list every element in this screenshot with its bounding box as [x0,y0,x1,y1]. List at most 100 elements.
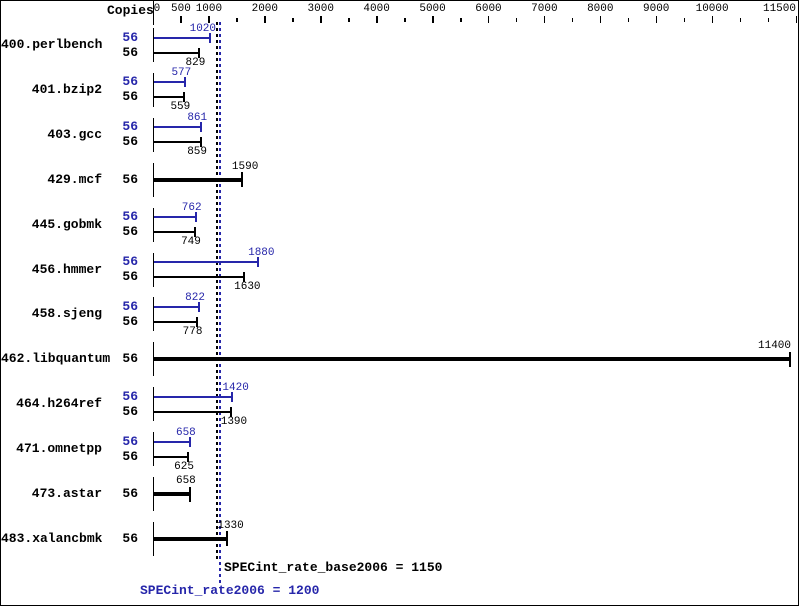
axis-tick-label: 3000 [307,3,334,15]
axis-minor-tick [292,18,294,22]
single-value-label: 1330 [217,519,244,532]
group-bracket [153,477,154,511]
group-bracket [153,117,154,152]
peak-summary-label: SPECint_rate2006 = 1200 [140,583,320,598]
copies-value: 56 [122,298,138,314]
single-bar [154,492,190,496]
peak-value-label: 861 [187,112,208,125]
group-bracket [153,252,154,287]
benchmark-label: 403.gcc [47,126,102,142]
base-value-label: 1390 [220,415,248,428]
copies-value: 56 [122,403,138,419]
copies-value: 56 [122,433,138,449]
axis-major-tick [795,16,797,23]
peak-bar [154,261,259,263]
copies-value: 56 [122,134,138,150]
peak-bar [154,216,196,219]
axis-minor-tick [404,18,406,22]
axis-major-tick [320,16,322,23]
peak-value-label: 658 [175,426,196,439]
bar-endcap [209,32,212,43]
bar-endcap [194,212,197,223]
axis-major-tick [180,16,182,23]
base-reference-line [216,22,219,559]
copies-column-header: Copies [107,3,154,18]
benchmark-label: 458.sjeng [31,306,102,322]
axis-tick-label: 11500 [762,3,796,15]
base-value-label: 1630 [234,281,261,293]
axis-line [153,1,154,25]
group-bracket [153,162,154,197]
axis-tick-label: 6000 [475,3,502,15]
axis-minor-tick [460,18,462,22]
bar-endcap [200,122,203,133]
axis-tick-label: 500 [171,3,191,15]
copies-value: 56 [122,74,138,90]
base-value-label: 778 [182,325,203,338]
copies-value: 56 [122,388,138,404]
axis-tick-label: 2000 [251,3,279,15]
axis-minor-tick [739,18,742,22]
group-bracket [153,432,154,467]
axis-major-tick [264,16,266,23]
single-value-label: 658 [175,475,196,487]
base-bar [154,455,188,458]
copies-value: 56 [122,119,138,135]
group-bracket [153,28,154,62]
group-bracket [153,207,154,242]
base-value-label: 559 [170,101,191,114]
bar-endcap [188,486,191,502]
copies-value: 56 [122,209,138,225]
axis-tick-label: 1000 [195,3,223,15]
single-bar [154,536,228,541]
peak-value-label: 1880 [248,247,275,259]
base-bar [154,231,195,234]
axis-tick-label: 8000 [587,3,614,15]
bar-endcap [195,316,198,327]
benchmark-label: 445.gobmk [31,216,102,232]
bar-endcap [226,531,229,547]
axis-tick-label: 7000 [531,3,558,15]
peak-value-label: 822 [185,291,205,304]
bar-endcap [229,406,232,417]
benchmark-label: 429.mcf [47,171,102,187]
bar-endcap [200,137,203,148]
peak-bar [154,81,186,84]
base-bar [154,51,200,54]
bar-endcap [188,436,191,447]
axis-tick-label: 9000 [643,3,670,15]
benchmark-label: 456.hmmer [31,261,102,277]
bar-endcap [186,451,189,462]
benchmark-label: 483.xalancbmk [1,530,103,546]
bar-endcap [197,301,200,312]
single-bar [154,357,791,362]
peak-reference-line [219,22,222,584]
copies-value: 56 [122,29,138,45]
copies-value: 56 [122,486,138,501]
axis-major-tick [376,16,378,23]
axis-major-tick [487,16,490,23]
base-bar [154,276,245,278]
axis-tick-label: 10000 [695,3,729,15]
peak-bar [154,395,233,398]
copies-value: 56 [122,269,138,284]
single-value-label: 1590 [231,160,259,173]
copies-value: 56 [122,530,138,546]
copies-value: 56 [122,351,138,367]
axis-major-tick [543,16,546,23]
group-bracket [153,297,154,332]
axis-major-tick [432,16,434,23]
bar-endcap [240,172,243,188]
axis-minor-tick [236,18,238,22]
base-bar [154,141,202,144]
axis-major-tick [711,16,714,23]
benchmark-label: 473.astar [31,486,102,501]
benchmark-label: 462.libquantum [1,351,111,367]
copies-value: 56 [122,171,138,187]
copies-value: 56 [122,44,138,60]
copies-value: 56 [122,313,138,329]
bar-endcap [184,77,187,88]
peak-bar [154,305,199,308]
axis-minor-tick [571,18,574,22]
